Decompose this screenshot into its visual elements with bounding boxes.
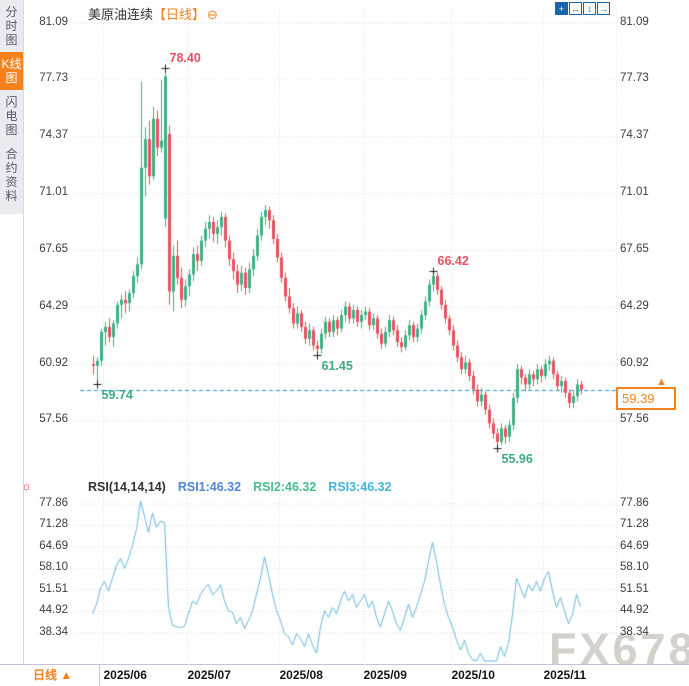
y-axis-label: 77.73	[39, 72, 68, 85]
period-selector-arrow-icon: ▲	[60, 668, 73, 682]
y-axis-label: 60.92	[39, 356, 68, 369]
y-axis-label: 71.01	[620, 186, 649, 199]
zoom-scale-icon[interactable]: ↕	[583, 2, 596, 15]
y-axis-label: 64.69	[620, 539, 649, 552]
y-axis-label: 64.29	[39, 299, 68, 312]
y-axis-label: 67.65	[620, 242, 649, 255]
date-label: 2025/07	[187, 668, 231, 682]
y-axis-label: 44.92	[39, 604, 68, 616]
zoom-range-icon[interactable]: ↔	[569, 2, 582, 15]
y-axis-label: 57.56	[620, 413, 649, 426]
current-price-badge: 59.39	[616, 387, 676, 410]
rsi-header: RSI(14,14,14) RSI1:46.32 RSI2:46.32 RSI3:46…	[88, 480, 416, 494]
rsi-series-label-1: RSI1:46.32	[177, 480, 242, 494]
date-label: 2025/09	[363, 668, 407, 682]
y-axis-label: 64.29	[620, 299, 649, 312]
date-label: 2025/08	[279, 668, 323, 682]
rsi-series-label-2: RSI2:46.32	[253, 480, 317, 494]
y-axis-label: 60.92	[620, 356, 649, 369]
period-selector-label: 日线	[33, 668, 58, 682]
y-axis-label: 38.34	[620, 625, 649, 638]
y-axis-label: 81.09	[39, 15, 68, 28]
sidebar-item-K线图[interactable]: K线图	[0, 52, 23, 90]
y-axis-label: 74.37	[620, 129, 649, 142]
collapse-icon[interactable]: ⊖	[207, 7, 218, 22]
y-axis-label: 64.69	[39, 539, 68, 552]
y-axis-label: 77.73	[620, 72, 649, 85]
y-axis-label: 81.09	[620, 15, 649, 28]
y-axis-label: 51.51	[620, 582, 649, 595]
sidebar: 分时图 K线图闪电图合约资料	[0, 0, 24, 686]
date-label: 2025/11	[543, 668, 587, 682]
price-annotation: 61.45	[321, 358, 353, 373]
y-axis-label: 57.56	[39, 413, 68, 426]
sidebar-item-合约资料[interactable]: 合约资料	[5, 147, 18, 203]
rsi-settings-icon[interactable]: ☼	[21, 479, 32, 493]
price-annotation: 78.40	[169, 51, 201, 65]
pan-right-icon[interactable]: →	[597, 2, 610, 15]
date-axis-bar: 日线 ▲ 2025/06 2025/07 2025/08 2025/09 2025/10…	[0, 664, 689, 686]
period-selector[interactable]: 日线 ▲	[23, 665, 100, 686]
y-axis-label: 51.51	[39, 582, 68, 595]
price-annotation: 59.74	[101, 387, 133, 402]
date-label: 2025/10	[451, 668, 495, 682]
y-axis-label: 58.10	[39, 561, 68, 573]
y-axis-label: 71.01	[39, 186, 68, 199]
y-axis-label: 71.28	[39, 518, 68, 530]
y-axis-label: 74.37	[39, 129, 68, 142]
rsi-label: RSI(14,14,14)	[88, 480, 166, 494]
y-axis-label: 67.65	[39, 242, 68, 255]
price-annotation: 66.42	[437, 253, 469, 268]
y-axis-label: 44.92	[620, 604, 649, 616]
period-tag[interactable]: 【日线】	[153, 7, 206, 22]
crosshair-move-icon[interactable]: +	[555, 2, 568, 15]
date-label: 2025/06	[103, 668, 147, 682]
y-axis-label: 38.34	[39, 625, 68, 638]
chart-toolbar: + ↔ ↕ →	[555, 2, 610, 15]
y-axis-label: 77.86	[39, 496, 68, 509]
price-annotation: 55.96	[501, 451, 533, 466]
chart-title-row: 美原油连续【日线】 ⊖	[88, 4, 218, 23]
sidebar-item-分时图[interactable]: 分时图	[5, 5, 18, 47]
y-axis-label: 77.86	[620, 496, 649, 509]
y-axis-label: 71.28	[620, 518, 649, 530]
rsi-series-label-3: RSI3:46.32	[328, 480, 392, 494]
price-up-arrow-icon: ▲	[656, 376, 667, 388]
sidebar-item-闪电图[interactable]: 闪电图	[5, 95, 18, 137]
y-axis-label: 58.10	[620, 561, 649, 573]
instrument-title: 美原油连续	[88, 7, 154, 22]
